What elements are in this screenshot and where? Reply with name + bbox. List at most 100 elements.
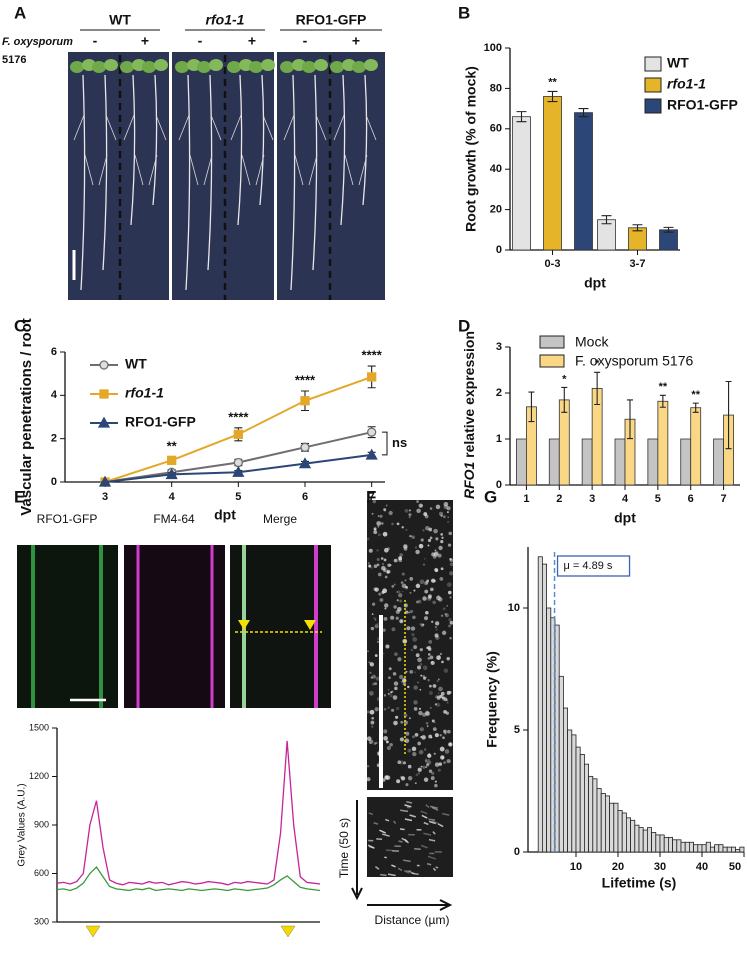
- speckle: [431, 620, 434, 624]
- speckle: [391, 708, 395, 712]
- speckle: [424, 581, 429, 586]
- speckle: [405, 585, 408, 589]
- speckle: [374, 707, 379, 712]
- speckle: [376, 521, 382, 526]
- significance: ****: [295, 372, 316, 387]
- legend-label: RFO1-GFP: [125, 414, 196, 430]
- root: [340, 74, 346, 226]
- speckle: [400, 775, 403, 779]
- marker: [165, 468, 178, 480]
- speckle: [368, 661, 371, 664]
- speckle: [432, 684, 437, 688]
- error-bar: [516, 111, 527, 123]
- speckle: [419, 622, 422, 626]
- y-axis-label: Root growth (% of mock): [463, 66, 479, 232]
- bar: [543, 96, 562, 251]
- marker: [97, 416, 111, 428]
- legend-label: rfo1-1: [125, 385, 164, 401]
- speckle: [427, 758, 430, 761]
- speckle: [408, 611, 411, 614]
- kymograph: [367, 797, 453, 877]
- lateral-root: [230, 114, 251, 186]
- kymo-streak: [401, 837, 405, 841]
- speckle: [442, 515, 446, 519]
- speckle: [430, 587, 434, 592]
- speckle: [434, 721, 436, 724]
- y-tick-label: 100: [484, 42, 502, 54]
- speckle: [422, 675, 426, 678]
- lateral-root: [255, 114, 274, 186]
- x-tick-label: 7: [721, 493, 727, 505]
- legend-swatch: [539, 354, 565, 368]
- speckle: [420, 674, 423, 677]
- root: [80, 74, 86, 291]
- kymo-streak: [408, 870, 416, 875]
- x-tick-label: 30: [654, 861, 666, 873]
- speckle: [443, 697, 448, 702]
- speckle: [369, 661, 373, 666]
- speckle: [435, 504, 441, 510]
- kymo-streak: [403, 859, 411, 863]
- histogram-bar: [588, 775, 594, 853]
- profile-markers: [85, 925, 296, 938]
- comparison-label: ns: [392, 435, 407, 450]
- lateral-root: [73, 114, 94, 186]
- channel-label: Merge: [263, 512, 297, 526]
- speckle: [443, 709, 447, 714]
- error-bar: [659, 394, 666, 408]
- speckle: [447, 543, 452, 547]
- speckle: [416, 500, 420, 503]
- speckle: [385, 504, 388, 507]
- speckle: [382, 628, 386, 632]
- speckle: [434, 568, 438, 572]
- speckle: [427, 538, 432, 543]
- speckle: [368, 564, 372, 568]
- speckles: [366, 499, 454, 877]
- x-tick-label: 2: [556, 493, 562, 505]
- y-tick-label: 2: [51, 433, 57, 445]
- legend-label: WT: [125, 356, 147, 372]
- speckle: [409, 577, 414, 581]
- speckle: [366, 736, 372, 741]
- speckle: [423, 777, 429, 782]
- kymo-streak: [423, 821, 429, 826]
- panel-a: WT rfo1-1 RFO1-GFP F. oxysporum 5176 - +…: [2, 12, 385, 300]
- speckle: [413, 646, 417, 650]
- mock-label: -: [303, 33, 308, 49]
- kymo-streak: [437, 823, 444, 828]
- x-axis-label: dpt: [584, 275, 606, 291]
- y-axis-label: Frequency (%): [484, 651, 500, 747]
- kymo-streak: [421, 814, 428, 819]
- speckle: [412, 615, 416, 620]
- y-tick-label: 10: [508, 602, 520, 614]
- speckle: [377, 641, 379, 643]
- speckle: [419, 504, 424, 508]
- speckle: [391, 522, 394, 526]
- histogram-bar: [592, 778, 598, 853]
- speckle: [431, 552, 436, 557]
- speckle: [428, 640, 433, 644]
- lateral-root: [203, 114, 222, 186]
- speckle: [417, 772, 420, 775]
- speckle: [379, 514, 383, 518]
- speckle: [434, 621, 440, 626]
- speckle: [384, 547, 389, 553]
- y-tick-label: 600: [34, 868, 49, 878]
- speckle: [429, 655, 434, 660]
- speckle: [432, 727, 437, 732]
- speckle: [373, 530, 378, 535]
- speckle: [405, 783, 409, 787]
- speckle: [449, 637, 452, 640]
- lateral-root: [98, 114, 117, 186]
- histogram-bar: [571, 734, 577, 853]
- speckle: [371, 674, 376, 679]
- speckle: [396, 779, 401, 784]
- genotype-header: RFO1-GFP: [296, 12, 367, 28]
- histogram-bar: [735, 849, 741, 853]
- speckle: [391, 627, 396, 632]
- mock-label: -: [93, 33, 98, 49]
- lateral-root: [283, 114, 304, 186]
- error-bar: [627, 399, 633, 440]
- histogram-bar: [697, 844, 703, 853]
- kymo-streak: [405, 871, 410, 874]
